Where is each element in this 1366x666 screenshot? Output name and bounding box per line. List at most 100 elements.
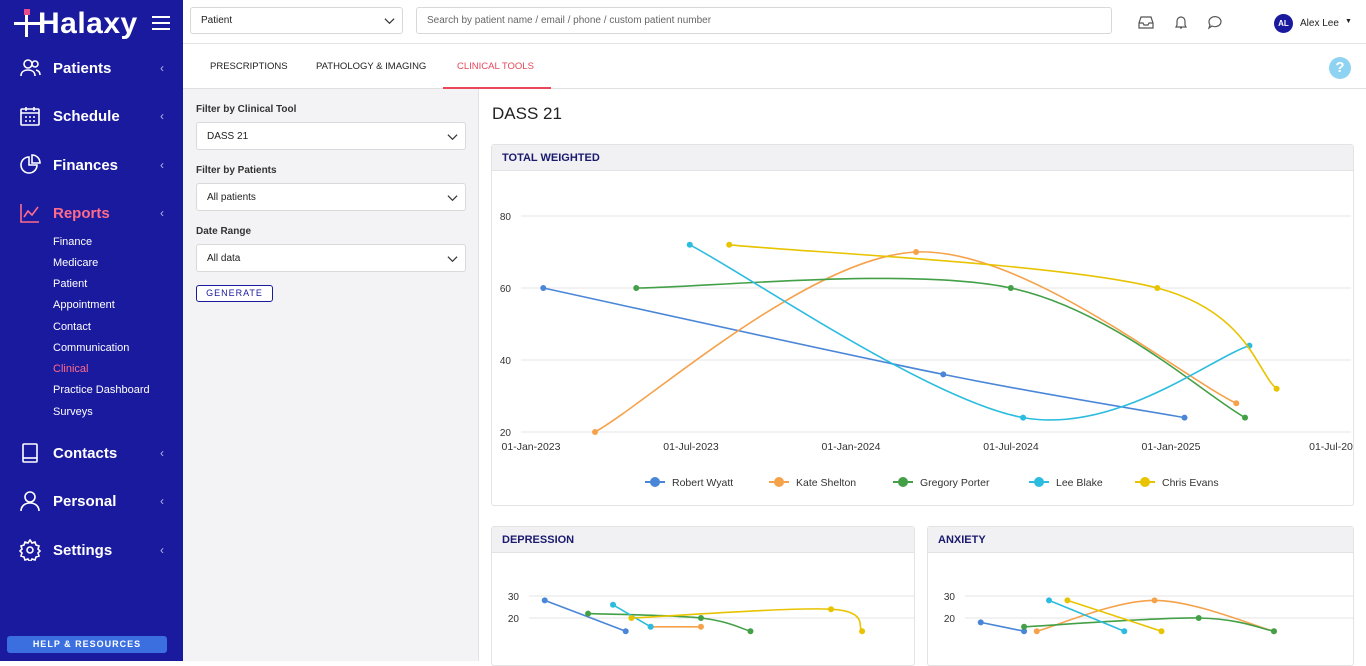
tab-clinical-tools[interactable]: CLINICAL TOOLS	[457, 61, 534, 72]
legend-label[interactable]: Kate Shelton	[796, 477, 856, 489]
patients-select[interactable]: All patients	[196, 183, 466, 211]
reports-sub-communication[interactable]: Communication	[53, 342, 130, 354]
help-resources-button[interactable]: HELP & RESOURCES	[7, 636, 167, 653]
legend-label[interactable]: Robert Wyatt	[672, 477, 733, 489]
data-point[interactable]	[697, 623, 704, 630]
data-point[interactable]	[1020, 414, 1027, 421]
data-point[interactable]	[1195, 615, 1202, 621]
nav-patients[interactable]: Patients ‹	[0, 53, 183, 83]
reports-sub-finance[interactable]: Finance	[53, 236, 93, 248]
clinical-tool-select[interactable]: DASS 21	[196, 122, 466, 150]
date-range-select[interactable]: All data	[196, 244, 466, 272]
series-line	[1067, 599, 1162, 632]
tab-prescriptions[interactable]: PRESCRIPTIONS	[210, 61, 288, 72]
reports-sub-appointment[interactable]: Appointment	[53, 299, 115, 311]
data-point[interactable]	[585, 610, 592, 617]
nav-schedule[interactable]: Schedule ‹	[0, 101, 183, 131]
date-range-value: All data	[207, 253, 241, 264]
legend-marker[interactable]	[1140, 477, 1150, 487]
data-point[interactable]	[1121, 628, 1128, 635]
chat-icon[interactable]	[1207, 14, 1223, 30]
data-point[interactable]	[1273, 385, 1280, 392]
avatar[interactable]: AL	[1274, 14, 1293, 33]
nav-label: Settings	[53, 541, 113, 559]
data-point[interactable]	[1242, 414, 1249, 421]
data-point[interactable]	[1270, 628, 1277, 635]
data-point[interactable]	[1154, 285, 1161, 291]
data-point[interactable]	[1021, 628, 1028, 635]
chevron-down-icon	[447, 256, 458, 263]
data-point[interactable]	[1181, 414, 1188, 421]
reports-sub-contact[interactable]: Contact	[53, 321, 91, 333]
help-icon[interactable]: ?	[1329, 57, 1351, 79]
y-tick-label: 40	[500, 356, 512, 367]
series-line	[1024, 617, 1275, 632]
data-point[interactable]	[747, 628, 754, 635]
bell-icon[interactable]	[1173, 14, 1189, 30]
chevron-left-icon: ‹	[160, 543, 164, 557]
generate-button[interactable]: GENERATE	[196, 285, 273, 302]
x-tick-label: 01-Jul-2023	[663, 441, 719, 453]
data-point[interactable]	[1158, 628, 1165, 635]
data-point[interactable]	[859, 628, 866, 635]
hamburger-menu-icon[interactable]	[152, 16, 170, 30]
data-point[interactable]	[697, 615, 704, 621]
chevron-left-icon: ‹	[160, 61, 164, 75]
data-point[interactable]	[1046, 597, 1053, 604]
data-point[interactable]	[592, 429, 599, 435]
legend-label[interactable]: Lee Blake	[1056, 477, 1103, 489]
data-point[interactable]	[1064, 597, 1071, 604]
data-point[interactable]	[1033, 628, 1040, 635]
data-point[interactable]	[1007, 285, 1014, 291]
data-point[interactable]	[647, 623, 654, 630]
nav-contacts[interactable]: Contacts ‹	[0, 438, 183, 468]
user-name[interactable]: Alex Lee	[1300, 18, 1339, 29]
inbox-icon[interactable]	[1138, 14, 1154, 30]
halaxy-logo[interactable]: Halaxy	[14, 6, 138, 42]
data-point[interactable]	[540, 285, 547, 291]
nav-reports[interactable]: Reports ‹	[0, 198, 183, 228]
reports-sub-patient[interactable]: Patient	[53, 278, 88, 290]
data-point[interactable]	[1151, 597, 1158, 604]
data-point[interactable]	[1021, 623, 1028, 630]
patient-search-input[interactable]: Search by patient name / email / phone /…	[416, 7, 1112, 34]
legend-marker[interactable]	[1034, 477, 1044, 487]
data-point[interactable]	[977, 619, 984, 626]
clinical-tool-value: DASS 21	[207, 131, 249, 142]
chart-title: DEPRESSION	[492, 527, 914, 553]
data-point[interactable]	[633, 285, 640, 291]
x-tick-label: 01-Jul-20	[1309, 441, 1353, 453]
nav-settings[interactable]: Settings ‹	[0, 535, 183, 565]
user-icon	[20, 491, 40, 512]
legend-marker[interactable]	[898, 477, 908, 487]
data-point[interactable]	[726, 241, 733, 248]
chevron-left-icon: ‹	[160, 446, 164, 460]
nav-finances[interactable]: Finances ‹	[0, 150, 183, 180]
reports-sub-practice-dashboard[interactable]: Practice Dashboard	[53, 384, 150, 396]
data-point[interactable]	[610, 601, 617, 608]
legend-label[interactable]: Chris Evans	[1162, 477, 1219, 489]
reports-sub-medicare[interactable]: Medicare	[53, 257, 99, 269]
data-point[interactable]	[940, 371, 947, 378]
data-point[interactable]	[622, 628, 629, 635]
data-point[interactable]	[628, 615, 635, 621]
patient-select[interactable]: Patient	[190, 7, 403, 34]
series-line	[729, 244, 1278, 390]
chart-title: TOTAL WEIGHTED	[492, 145, 1353, 171]
data-point[interactable]	[828, 606, 835, 613]
series-line	[631, 608, 863, 632]
legend-marker[interactable]	[650, 477, 660, 487]
reports-sub-clinical[interactable]: Clinical	[53, 363, 89, 375]
chevron-left-icon: ‹	[160, 109, 164, 123]
nav-personal[interactable]: Personal ‹	[0, 486, 183, 516]
reports-sub-surveys[interactable]: Surveys	[53, 406, 93, 418]
data-point[interactable]	[686, 241, 693, 248]
legend-label[interactable]: Gregory Porter	[920, 477, 990, 489]
caret-down-icon[interactable]: ▼	[1345, 18, 1352, 25]
legend-marker[interactable]	[774, 477, 784, 487]
data-point[interactable]	[913, 249, 920, 255]
data-point[interactable]	[1233, 400, 1240, 407]
data-point[interactable]	[541, 597, 548, 604]
tab-pathology-imaging[interactable]: PATHOLOGY & IMAGING	[316, 61, 427, 72]
address-book-icon	[22, 443, 38, 463]
